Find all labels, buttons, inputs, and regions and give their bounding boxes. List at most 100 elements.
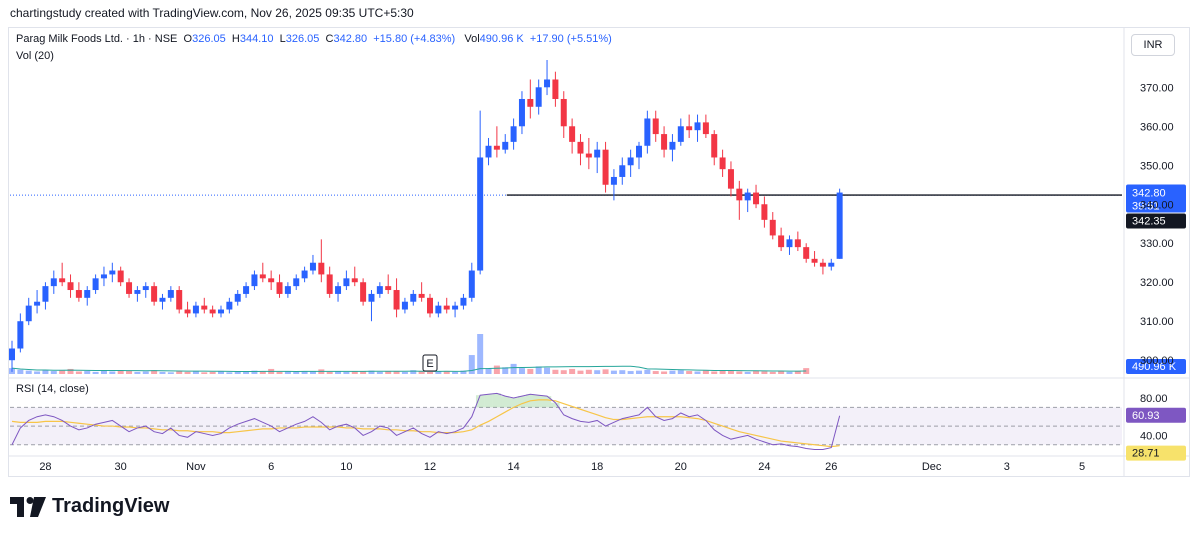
volume-bar [234, 371, 241, 374]
volume-bar [460, 370, 467, 374]
candle-body [819, 262, 826, 267]
rsi-overbought-fill [551, 402, 560, 408]
volume-bar [619, 370, 626, 374]
candle-body [243, 286, 250, 294]
candle-body [17, 321, 24, 349]
volume-bar [502, 367, 509, 374]
volume-bar [744, 371, 751, 374]
volume-bar [686, 371, 693, 374]
volume-bar [610, 370, 617, 374]
candle-body [126, 282, 133, 294]
time-tick-label: 20 [675, 461, 687, 473]
tradingview-logo[interactable]: TradingView [10, 495, 169, 518]
candle-body [485, 145, 492, 158]
line-price-tag-bg [1126, 213, 1186, 229]
volume-bar [535, 366, 542, 374]
volume-bar [50, 371, 57, 374]
low-value: 326.05 [285, 33, 320, 45]
candle-body [25, 305, 32, 322]
candle-body [443, 305, 450, 310]
volume-bar [92, 371, 99, 374]
candle-body [636, 145, 642, 158]
candle-body [828, 262, 835, 267]
volume-bar [401, 371, 408, 374]
candle-body [293, 278, 300, 287]
candle-body [460, 297, 467, 306]
candle-body [393, 290, 400, 310]
candle-body [552, 79, 559, 99]
candle-body [836, 192, 843, 259]
candle-body [84, 290, 91, 298]
candle-body [59, 278, 66, 283]
close-value: 342.80 [333, 33, 368, 45]
candle-body [159, 297, 166, 302]
volume-bar [226, 372, 233, 374]
candle-body [184, 309, 191, 314]
volume-bar [209, 371, 216, 374]
rsi-value-tag: 60.93 [1132, 410, 1160, 422]
volume-bar [761, 371, 768, 374]
time-tick-label: 6 [268, 461, 274, 473]
candle-body [134, 290, 141, 294]
volume-bar [585, 369, 592, 374]
currency-button[interactable]: INR [1131, 34, 1175, 56]
volume-bar [25, 370, 32, 374]
candle-body [661, 134, 668, 150]
volume-bar [201, 372, 208, 374]
candle-body [510, 126, 517, 142]
candle-body [569, 126, 576, 142]
volume-bar [192, 371, 199, 374]
high-value: 344.10 [239, 33, 274, 45]
candle-body [335, 286, 342, 294]
candle-body [610, 176, 617, 185]
time-tick-label: 28 [39, 461, 51, 473]
volume-bar [677, 370, 684, 374]
time-tick-label: 12 [424, 461, 436, 473]
candle-body [251, 274, 258, 287]
volume-bar [552, 369, 559, 374]
rsi-overbought-fill [492, 393, 502, 408]
volume-bar [34, 371, 41, 374]
volume-bar [493, 365, 500, 374]
volume-bar [569, 368, 576, 374]
volume-bar [309, 371, 316, 374]
candle-body [719, 157, 726, 170]
candle-body [435, 305, 442, 314]
candle-body [318, 262, 325, 275]
volume-bar [602, 369, 609, 374]
volume-bar [527, 368, 534, 374]
volume-tag-bg [1126, 359, 1186, 374]
candle-body [226, 301, 233, 310]
candle-body [535, 87, 542, 107]
candle-body [376, 286, 383, 294]
volume-bar [427, 371, 433, 374]
rsi-overbought-fill [534, 395, 543, 408]
candle-body [218, 309, 224, 314]
time-tick-label: Nov [186, 461, 206, 473]
candle-body [75, 290, 82, 298]
volume-bar [259, 371, 266, 374]
volume-bar [661, 371, 668, 374]
volume-bar [727, 371, 734, 374]
low-label: L [279, 33, 286, 45]
candle-body [385, 286, 392, 291]
volume-bar [544, 367, 551, 374]
volume-bar [109, 371, 116, 374]
last-price-tag-box-bg [1126, 184, 1186, 213]
candle-body [544, 79, 551, 88]
candle-body [176, 290, 183, 310]
time-tick-label: 3 [1004, 461, 1010, 473]
candle-body [711, 134, 718, 158]
volume-bar [778, 371, 785, 374]
candle-body [410, 293, 417, 302]
candle-body [794, 239, 801, 248]
candle-body [67, 282, 74, 291]
candle-body [309, 262, 316, 271]
last-price-tag: 342.80 [1132, 188, 1166, 200]
symbol-name: Parag Milk Foods Ltd. · 1h · NSE [16, 33, 178, 45]
volume-bar [42, 370, 49, 374]
candle-body [736, 188, 743, 201]
candle-body [786, 239, 793, 248]
candle-body [727, 169, 734, 189]
